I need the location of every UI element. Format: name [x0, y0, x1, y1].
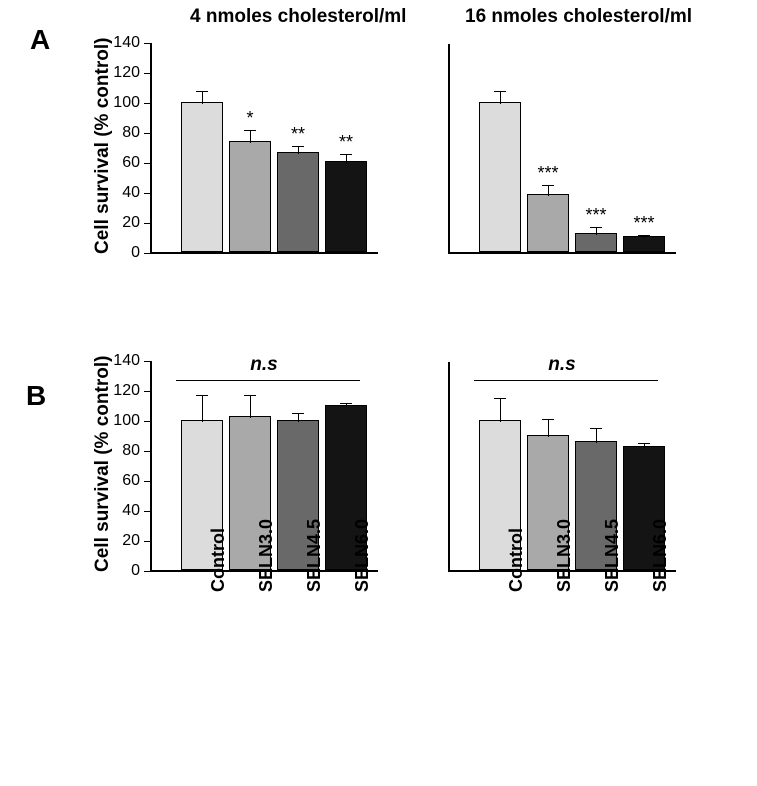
error-cap	[292, 146, 304, 147]
plot-area: *****	[150, 44, 378, 254]
error-cap	[638, 443, 650, 444]
ns-label: n.s	[548, 354, 575, 376]
error-cap	[542, 419, 554, 420]
significance-marker: **	[291, 124, 305, 145]
y-tick	[144, 193, 152, 194]
chart: *** *** ***	[448, 44, 676, 254]
bar	[479, 102, 521, 252]
y-tick	[144, 223, 152, 224]
y-tick-label: 40	[104, 502, 140, 520]
y-tick-label: 120	[104, 64, 140, 82]
y-tick-label: 60	[104, 472, 140, 490]
error-bar	[298, 413, 299, 422]
ns-line	[176, 380, 360, 381]
y-tick-label: 60	[104, 154, 140, 172]
error-bar	[500, 91, 501, 105]
error-cap	[590, 428, 602, 429]
bar	[527, 194, 569, 253]
error-cap	[292, 413, 304, 414]
x-axis-label: Control	[506, 528, 527, 592]
y-tick-label: 40	[104, 184, 140, 202]
error-cap	[494, 398, 506, 399]
significance-marker: ***	[537, 163, 558, 184]
error-cap	[244, 395, 256, 396]
y-tick	[144, 481, 152, 482]
panel-label-a: A	[30, 24, 50, 56]
error-cap	[340, 154, 352, 155]
error-bar	[596, 428, 597, 443]
error-bar	[346, 154, 347, 163]
plot-area: *** *** ***	[448, 44, 676, 254]
error-bar	[250, 395, 251, 418]
x-axis-label: SELN3.0	[554, 519, 575, 592]
y-tick	[144, 391, 152, 392]
error-bar	[596, 227, 597, 235]
y-tick	[144, 571, 152, 572]
error-cap	[542, 185, 554, 186]
ns-line	[474, 380, 658, 381]
header-left: 4 nmoles cholesterol/ml	[190, 6, 406, 28]
chart: *****Cell survival (% control)0204060801…	[150, 44, 378, 254]
bar	[229, 141, 271, 252]
y-tick-label: 120	[104, 382, 140, 400]
error-cap	[494, 91, 506, 92]
error-cap	[244, 130, 256, 131]
bar	[325, 161, 367, 253]
significance-marker: ***	[585, 205, 606, 226]
x-axis-label: Control	[208, 528, 229, 592]
y-tick	[144, 103, 152, 104]
y-tick-label: 80	[104, 124, 140, 142]
x-axis-label: SELN3.0	[256, 519, 277, 592]
header-right: 16 nmoles cholesterol/ml	[465, 6, 692, 28]
significance-marker: **	[339, 132, 353, 153]
y-tick-label: 140	[104, 352, 140, 370]
error-bar	[202, 395, 203, 422]
y-tick-label: 100	[104, 94, 140, 112]
x-axis-label: SELN4.5	[304, 519, 325, 592]
y-tick-label: 100	[104, 412, 140, 430]
x-axis-label: SELN6.0	[650, 519, 671, 592]
error-cap	[196, 395, 208, 396]
y-tick	[144, 361, 152, 362]
significance-marker: ***	[633, 213, 654, 234]
y-tick-label: 20	[104, 532, 140, 550]
y-tick	[144, 541, 152, 542]
y-tick-label: 0	[104, 562, 140, 580]
error-bar	[298, 146, 299, 154]
error-bar	[202, 91, 203, 105]
error-cap	[638, 235, 650, 236]
y-tick-label: 140	[104, 34, 140, 52]
error-bar	[250, 130, 251, 144]
ns-label: n.s	[250, 354, 277, 376]
error-cap	[196, 91, 208, 92]
y-tick	[144, 163, 152, 164]
panel-label-b: B	[26, 380, 46, 412]
x-axis-label: SELN4.5	[602, 519, 623, 592]
y-tick	[144, 43, 152, 44]
y-tick	[144, 73, 152, 74]
bar	[181, 102, 223, 252]
significance-marker: *	[246, 108, 253, 129]
y-tick-label: 80	[104, 442, 140, 460]
x-axis-label: SELN6.0	[352, 519, 373, 592]
error-cap	[340, 403, 352, 404]
error-bar	[548, 419, 549, 437]
y-tick-label: 20	[104, 214, 140, 232]
y-tick	[144, 133, 152, 134]
error-bar	[548, 185, 549, 196]
error-bar	[500, 398, 501, 422]
error-cap	[590, 227, 602, 228]
bar	[623, 236, 665, 253]
bar	[575, 233, 617, 253]
y-tick	[144, 451, 152, 452]
y-tick-label: 0	[104, 244, 140, 262]
y-tick	[144, 253, 152, 254]
bar	[277, 152, 319, 253]
y-tick	[144, 511, 152, 512]
y-tick	[144, 421, 152, 422]
